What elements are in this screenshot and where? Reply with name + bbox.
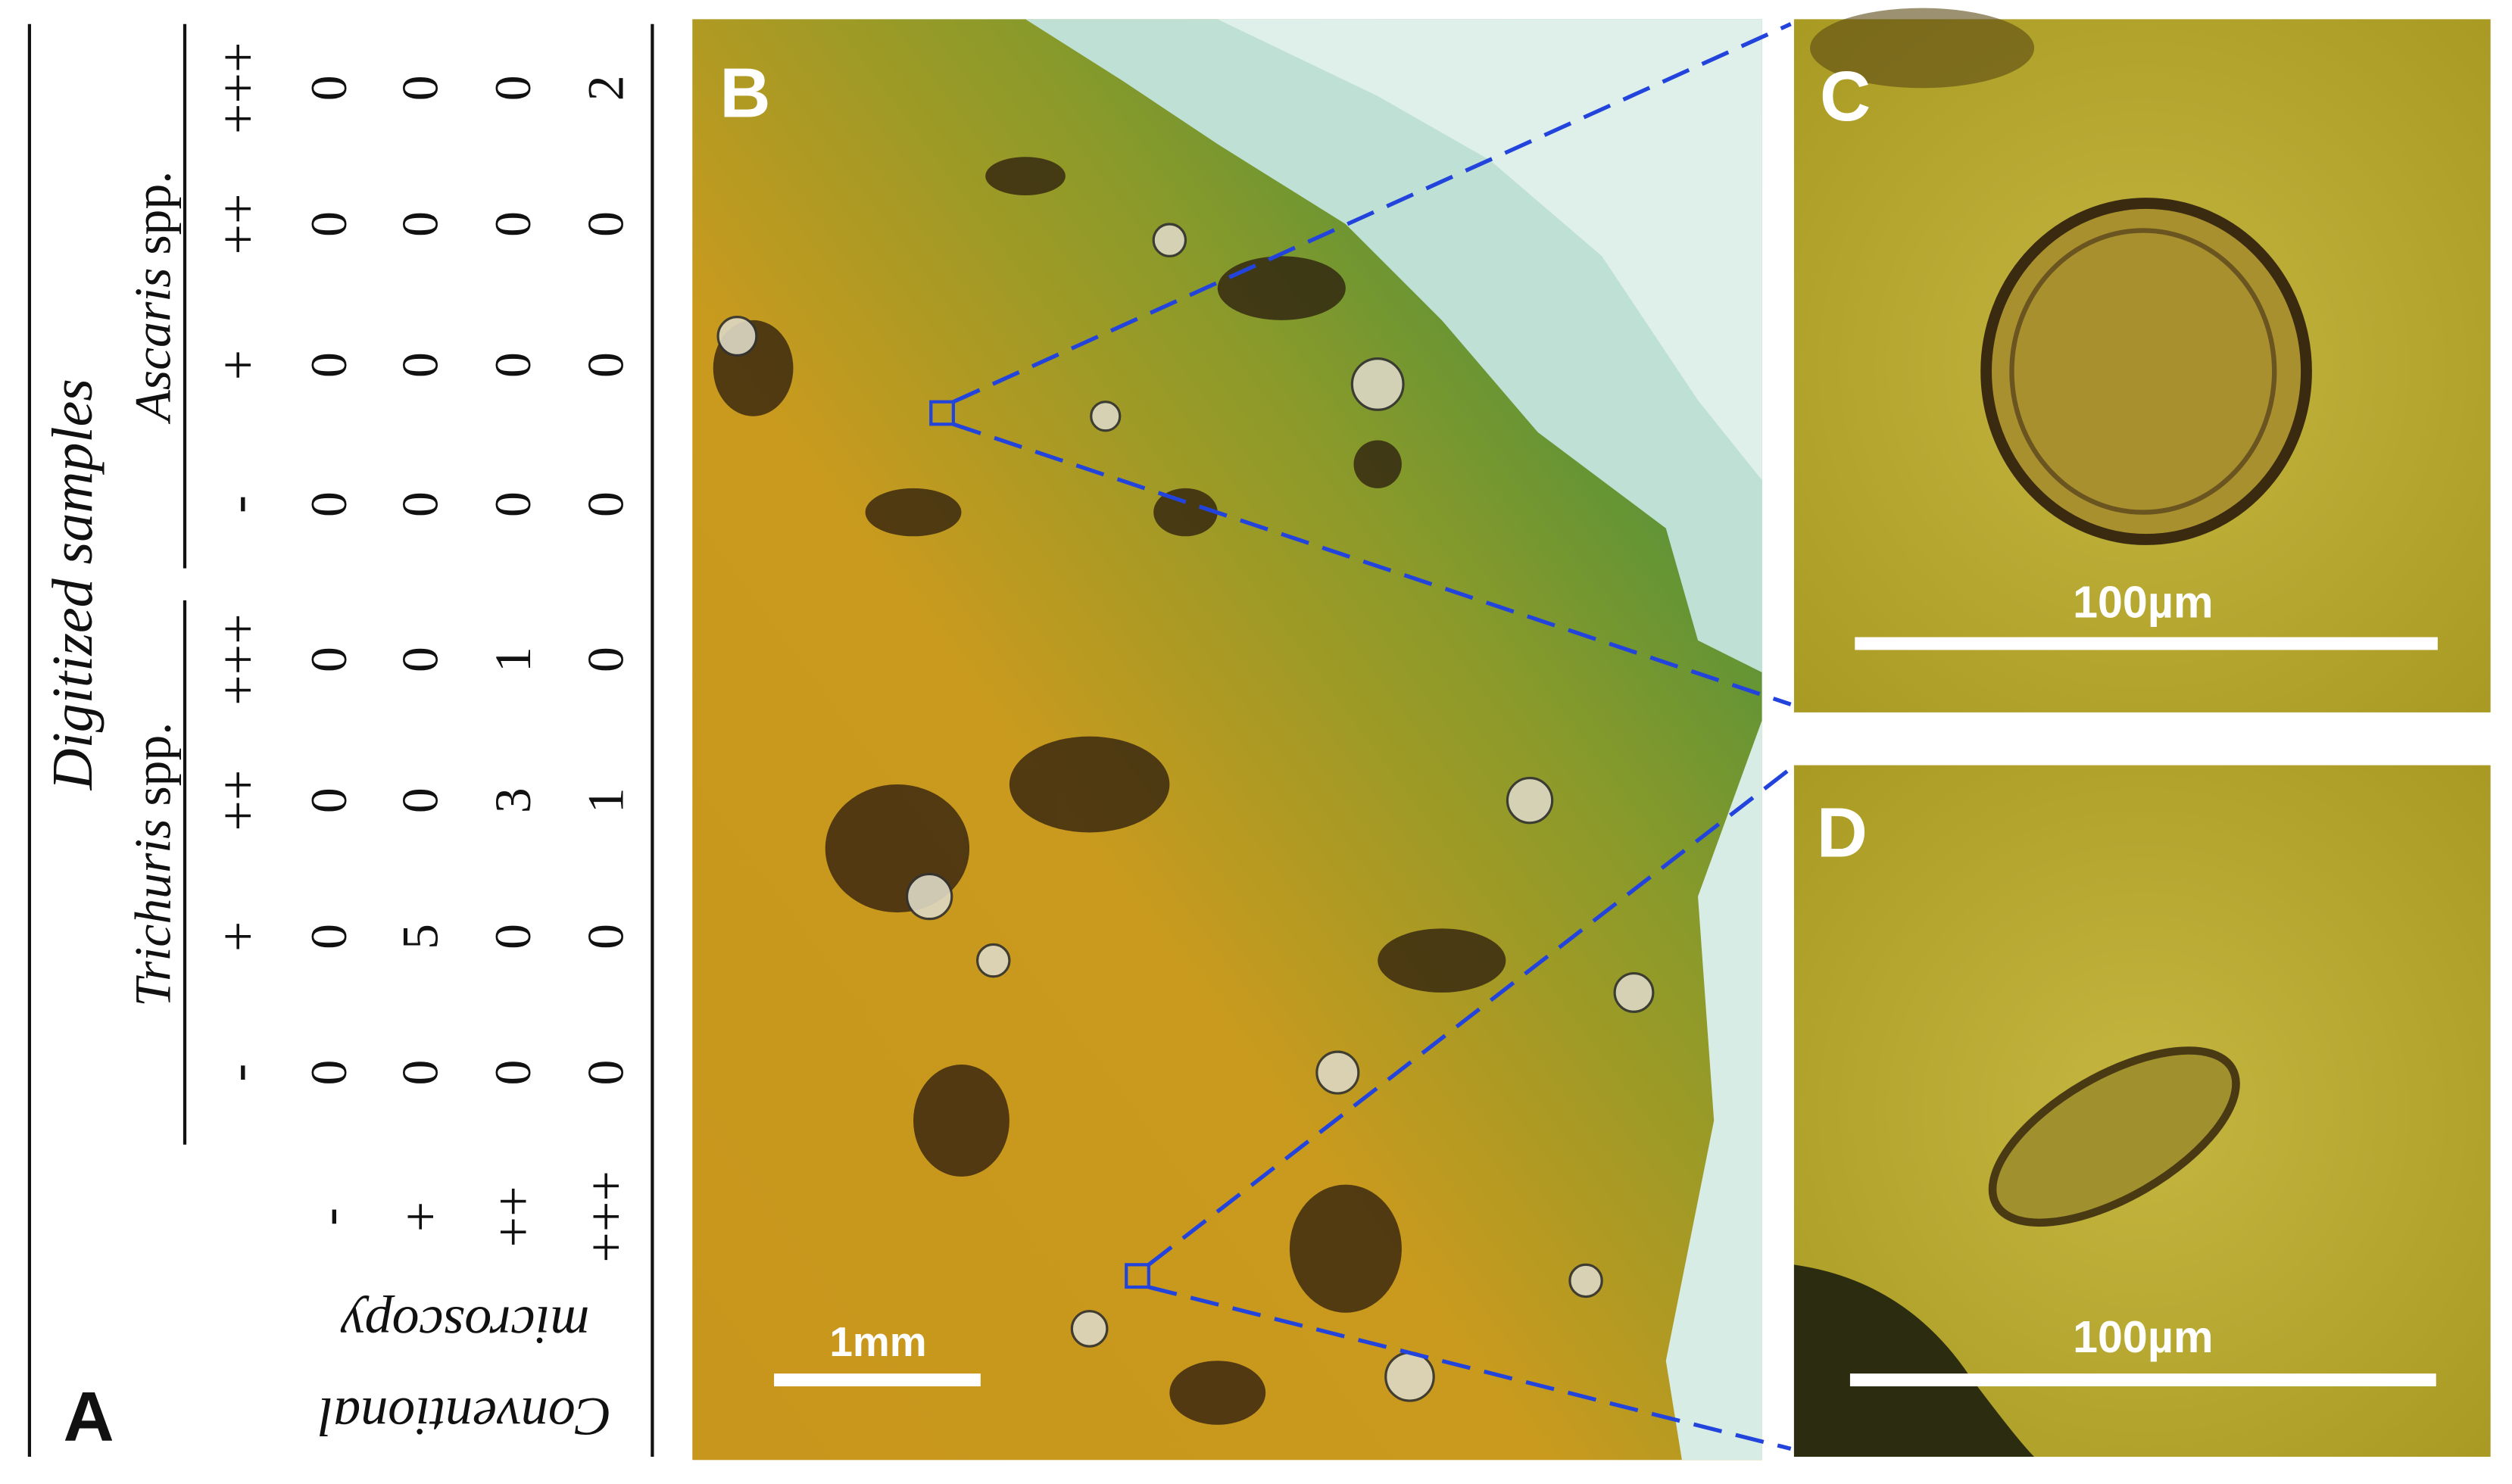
trichuris-egg [1988, 1046, 2240, 1227]
cell-value: 0 [392, 647, 448, 672]
cell-value: 0 [578, 647, 635, 672]
table-rules [27, 23, 654, 1458]
mounting-medium [1665, 720, 1762, 1461]
panel-b: B 1mm [692, 19, 1793, 1461]
cell-value: 0 [392, 491, 448, 517]
cell-value: 0 [301, 1060, 357, 1086]
scale-label: 100µm [2073, 576, 2213, 627]
column-level: + [208, 921, 268, 952]
cell-value: 0 [578, 924, 635, 949]
cell-value: 0 [392, 211, 448, 237]
scale-bar [1855, 637, 2438, 650]
panel-label: A [64, 1377, 114, 1456]
row-header: microscopy [341, 1295, 590, 1356]
debris [1793, 1264, 2035, 1458]
cell-value: 0 [485, 211, 541, 237]
zoom-box [929, 400, 956, 426]
cell-value: 0 [301, 787, 357, 813]
cell-value: 5 [392, 924, 448, 949]
row-header: Conventional [318, 1386, 611, 1447]
cell-value: 2 [578, 75, 635, 101]
column-level: ++ [208, 193, 268, 254]
cell-value: 0 [392, 352, 448, 378]
genus: Trichuris [124, 819, 181, 1007]
panel-label: B [719, 54, 770, 132]
panel-label: C [1820, 57, 1871, 136]
scale-bar [1849, 1373, 2436, 1387]
column-level: - [208, 1064, 268, 1082]
cell-value: 0 [301, 75, 357, 101]
cell-value: 0 [301, 924, 357, 949]
species-header: Ascaris spp. [124, 171, 181, 425]
species-header: Trichuris spp. [124, 722, 181, 1007]
egg-shell [2009, 228, 2277, 515]
cell-value: 0 [485, 1060, 541, 1086]
cell-value: 1 [485, 647, 541, 672]
row-level: +++ [576, 1171, 636, 1263]
ascaris-egg [1980, 198, 2312, 545]
cell-value: 0 [485, 924, 541, 949]
column-level: - [208, 495, 268, 513]
cell-value: 0 [578, 211, 635, 237]
table-title: Digitized samples [41, 379, 105, 790]
panel-label: D [1817, 793, 1868, 871]
scale-label: 100µm [2073, 1311, 2213, 1362]
zoom-lines [952, 22, 1793, 1451]
cell-value: 1 [578, 787, 635, 813]
cell-value: 0 [578, 1060, 635, 1086]
cell-value: 0 [301, 491, 357, 517]
panel-c: C 100µm [1793, 8, 2491, 712]
row-level: - [298, 1208, 359, 1226]
cell-value: 0 [392, 787, 448, 813]
cell-value: 0 [301, 352, 357, 378]
cell-value: 0 [301, 647, 357, 672]
column-level: ++ [208, 770, 268, 831]
cell-value: 0 [485, 75, 541, 101]
scale-bar [774, 1373, 981, 1387]
column-level: + [208, 350, 268, 381]
row-level: ++ [482, 1186, 543, 1247]
particles [716, 223, 1655, 1402]
cell-value: 0 [578, 491, 635, 517]
column-level: +++ [208, 613, 268, 706]
cell-value: 0 [485, 352, 541, 378]
cell-value: 0 [578, 352, 635, 378]
cell-value: 0 [392, 75, 448, 101]
debris [1810, 8, 2035, 89]
suffix: spp. [124, 722, 181, 806]
zoom-box [1125, 1263, 1150, 1289]
mounting-medium [1217, 19, 1762, 481]
scale-label: 1mm [829, 1318, 926, 1365]
genus: Ascaris [124, 268, 181, 425]
suffix: spp. [124, 171, 181, 255]
cell-value: 0 [485, 491, 541, 517]
column-level: +++ [208, 42, 268, 134]
row-level: + [390, 1202, 451, 1233]
cell-value: 3 [485, 787, 541, 813]
panel-d: D 100µm [1793, 765, 2491, 1458]
cell-value: 0 [392, 1060, 448, 1086]
table: Digitized samplesTrichurisspp.-++++++Asc… [41, 42, 636, 1447]
cell-value: 0 [301, 211, 357, 237]
